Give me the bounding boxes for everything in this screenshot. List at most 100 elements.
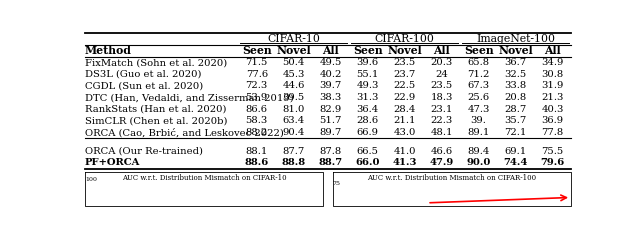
Text: 89.7: 89.7 [319,128,342,137]
Text: 22.3: 22.3 [431,116,452,125]
Text: 69.1: 69.1 [504,147,527,156]
Text: 25.6: 25.6 [468,93,490,102]
Text: ORCA (Our Re-trained): ORCA (Our Re-trained) [85,147,203,156]
Text: CIFAR-100: CIFAR-100 [374,34,435,44]
Text: 22.5: 22.5 [394,81,416,90]
Text: CIFAR-10: CIFAR-10 [268,34,320,44]
Text: 90.0: 90.0 [467,158,491,167]
Text: Method: Method [85,45,132,56]
Text: 39.5: 39.5 [283,93,305,102]
Text: 87.7: 87.7 [283,147,305,156]
Text: 28.7: 28.7 [504,105,527,114]
Text: 66.9: 66.9 [356,128,379,137]
Text: 88.7: 88.7 [319,158,343,167]
Text: 39.7: 39.7 [319,81,342,90]
Text: 77.8: 77.8 [541,128,564,137]
Text: 87.8: 87.8 [319,147,342,156]
Text: 75: 75 [333,181,341,186]
Text: 47.9: 47.9 [429,158,454,167]
Text: 79.6: 79.6 [540,158,564,167]
Text: 63.4: 63.4 [283,116,305,125]
Text: 53.9: 53.9 [246,93,268,102]
Text: 43.0: 43.0 [394,128,416,137]
Text: 40.3: 40.3 [541,105,564,114]
Text: 30.8: 30.8 [541,70,564,79]
Text: Novel: Novel [387,45,422,56]
Text: 41.0: 41.0 [394,147,416,156]
Text: Seen: Seen [242,45,271,56]
Text: 51.7: 51.7 [319,116,342,125]
Text: 49.5: 49.5 [319,58,342,67]
Text: 44.6: 44.6 [282,81,305,90]
Text: 34.9: 34.9 [541,58,564,67]
Text: 48.1: 48.1 [430,128,453,137]
Text: 36.9: 36.9 [541,116,564,125]
Text: SimCLR (Chen et al. 2020b): SimCLR (Chen et al. 2020b) [85,116,227,125]
Text: 71.5: 71.5 [246,58,268,67]
Text: 75.5: 75.5 [541,147,564,156]
Text: 33.8: 33.8 [504,81,527,90]
Text: FixMatch (Sohn et al. 2020): FixMatch (Sohn et al. 2020) [85,58,227,67]
Text: 89.4: 89.4 [467,147,490,156]
Text: 77.6: 77.6 [246,70,268,79]
Text: 45.3: 45.3 [282,70,305,79]
Text: 71.2: 71.2 [467,70,490,79]
Text: 82.9: 82.9 [319,105,342,114]
Text: 24: 24 [435,70,448,79]
Text: 40.2: 40.2 [319,70,342,79]
Text: 49.3: 49.3 [356,81,379,90]
Text: 22.9: 22.9 [394,93,416,102]
Text: 36.7: 36.7 [504,58,527,67]
Text: 66.5: 66.5 [356,147,379,156]
Text: 23.5: 23.5 [394,58,416,67]
Text: 58.3: 58.3 [246,116,268,125]
Text: Seen: Seen [464,45,493,56]
Text: RankStats (Han et al. 2020): RankStats (Han et al. 2020) [85,105,227,114]
Text: 65.8: 65.8 [468,58,490,67]
Text: 88.2: 88.2 [246,128,268,137]
Text: 88.1: 88.1 [246,147,268,156]
Text: 46.6: 46.6 [431,147,452,156]
Text: 47.3: 47.3 [467,105,490,114]
Text: 28.4: 28.4 [394,105,416,114]
Text: All: All [323,45,339,56]
Text: 90.4: 90.4 [282,128,305,137]
Text: 20.3: 20.3 [431,58,452,67]
Text: AUC w.r.t. Distribution Mismatch on CIFAR-100: AUC w.r.t. Distribution Mismatch on CIFA… [367,174,536,182]
Text: 20.8: 20.8 [504,93,527,102]
Text: PF+ORCA: PF+ORCA [85,158,140,167]
Text: 88.8: 88.8 [282,158,306,167]
Text: 23.7: 23.7 [394,70,416,79]
Text: 41.3: 41.3 [392,158,417,167]
Text: 18.3: 18.3 [431,93,453,102]
Text: Novel: Novel [276,45,311,56]
Text: 31.9: 31.9 [541,81,564,90]
Text: 100: 100 [85,177,97,182]
Text: 23.5: 23.5 [431,81,452,90]
Text: DS3L (Guo et al. 2020): DS3L (Guo et al. 2020) [85,70,202,79]
Text: All: All [433,45,450,56]
Text: Seen: Seen [353,45,383,56]
Text: 55.1: 55.1 [356,70,379,79]
Text: CGDL (Sun et al. 2020): CGDL (Sun et al. 2020) [85,81,204,90]
Text: 21.3: 21.3 [541,93,564,102]
Text: 23.1: 23.1 [431,105,453,114]
Text: Novel: Novel [498,45,533,56]
Text: 86.6: 86.6 [246,105,268,114]
Text: 66.0: 66.0 [355,158,380,167]
Text: 35.7: 35.7 [504,116,527,125]
Text: 39.: 39. [470,116,486,125]
Text: ImageNet-100: ImageNet-100 [476,34,555,44]
Text: All: All [544,45,561,56]
Text: 88.6: 88.6 [244,158,269,167]
Text: 72.3: 72.3 [246,81,268,90]
Text: 31.3: 31.3 [356,93,379,102]
Text: 81.0: 81.0 [282,105,305,114]
Text: AUC w.r.t. Distribution Mismatch on CIFAR-10: AUC w.r.t. Distribution Mismatch on CIFA… [122,174,286,182]
Text: 74.4: 74.4 [504,158,528,167]
Text: 50.4: 50.4 [282,58,305,67]
Text: 39.6: 39.6 [356,58,379,67]
Text: 38.3: 38.3 [319,93,342,102]
Text: ORCA (Cao, Brbić, and Leskovec 2022): ORCA (Cao, Brbić, and Leskovec 2022) [85,128,284,137]
Text: 36.4: 36.4 [356,105,379,114]
